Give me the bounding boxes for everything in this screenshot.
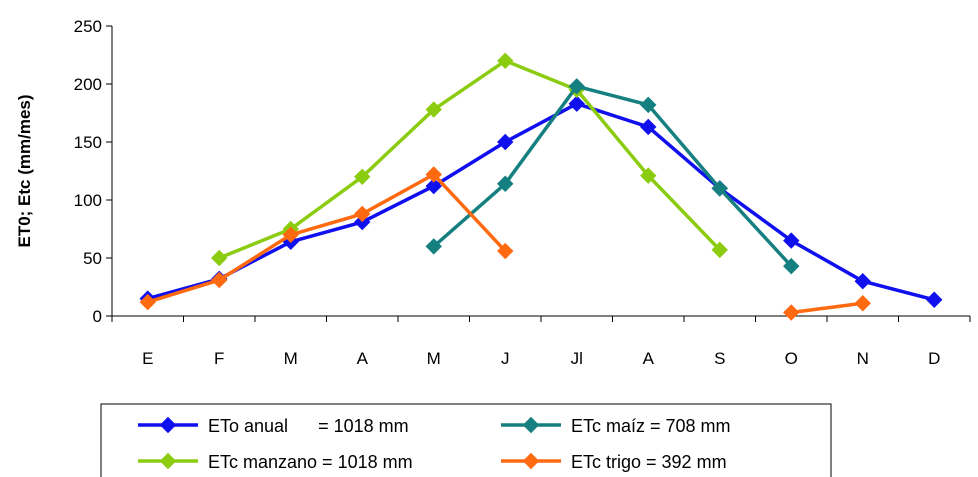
x-tick-label: M (427, 349, 441, 368)
data-point (568, 78, 585, 95)
x-tick-label: A (357, 349, 369, 368)
x-tick-label: J (501, 349, 510, 368)
data-point (497, 175, 514, 192)
x-tick-label: A (643, 349, 655, 368)
data-point (783, 304, 800, 321)
series-line (218, 59, 722, 260)
legend-label: ETc trigo = 392 mm (571, 452, 727, 472)
legend: ETo anual = 1018 mm ETc maíz = 708 mm ETc … (100, 403, 832, 477)
x-tick-label: S (714, 349, 725, 368)
legend-item: ETo anual = 1018 mm (138, 416, 409, 436)
legend-swatch-marker (159, 452, 177, 470)
data-point (497, 242, 514, 260)
y-axis-ticks: 0 50 100 150 200 250 (74, 17, 112, 326)
data-point (640, 167, 657, 184)
y-tick-label: 250 (74, 17, 102, 36)
data-point (354, 205, 371, 223)
x-tick-label: Jl (571, 349, 583, 368)
data-point (211, 249, 228, 267)
data-point (783, 232, 800, 249)
data-point (711, 180, 728, 197)
series-line (791, 301, 863, 315)
legend-swatch-marker (522, 452, 540, 470)
data-point (854, 295, 871, 312)
y-tick-label: 50 (83, 249, 102, 268)
y-axis-title: ET0; Etc (mm/mes) (15, 94, 34, 247)
y-tick-label: 200 (74, 75, 102, 94)
legend-label: ETo anual = 1018 mm (208, 416, 409, 436)
data-point (354, 168, 371, 186)
legend-item: ETc maíz = 708 mm (501, 416, 731, 436)
series-line (432, 84, 793, 268)
legend-box (100, 403, 832, 477)
data-point (497, 133, 514, 151)
x-axis-ticks: E F M A M J Jl A S O N D (111, 316, 971, 368)
series-line (147, 101, 935, 302)
series-1 (425, 78, 800, 275)
series-line (147, 172, 507, 304)
data-point (139, 293, 156, 311)
y-tick-label: 100 (74, 191, 102, 210)
x-tick-label: N (857, 349, 869, 368)
legend-label: ETc manzano = 1018 mm (208, 452, 413, 472)
data-point (425, 166, 442, 183)
data-point (640, 118, 657, 136)
data-point (783, 257, 800, 275)
data-point (425, 238, 442, 255)
data-point (497, 52, 514, 70)
y-tick-label: 150 (74, 133, 102, 152)
data-point (425, 101, 442, 118)
data-point (640, 96, 657, 114)
series-0 (139, 95, 943, 308)
x-tick-label: E (142, 349, 153, 368)
x-tick-label: O (785, 349, 798, 368)
legend-label: ETc maíz = 708 mm (571, 416, 731, 436)
data-point (926, 291, 943, 308)
data-point (211, 271, 228, 289)
data-point (711, 241, 728, 259)
legend-item: ETc manzano = 1018 mm (138, 452, 413, 472)
x-tick-label: M (284, 349, 298, 368)
series-3 (139, 166, 871, 321)
y-tick-label: 0 (93, 307, 102, 326)
x-tick-label: D (928, 349, 940, 368)
data-point (425, 177, 442, 195)
data-point (568, 95, 585, 112)
data-point (282, 226, 299, 244)
series-2 (211, 52, 728, 267)
series-layer (139, 52, 943, 321)
legend-swatch-marker (159, 416, 177, 434)
data-point (854, 272, 871, 290)
legend-item: ETc trigo = 392 mm (501, 452, 727, 472)
legend-swatch-marker (522, 416, 540, 434)
x-tick-label: F (214, 349, 224, 368)
